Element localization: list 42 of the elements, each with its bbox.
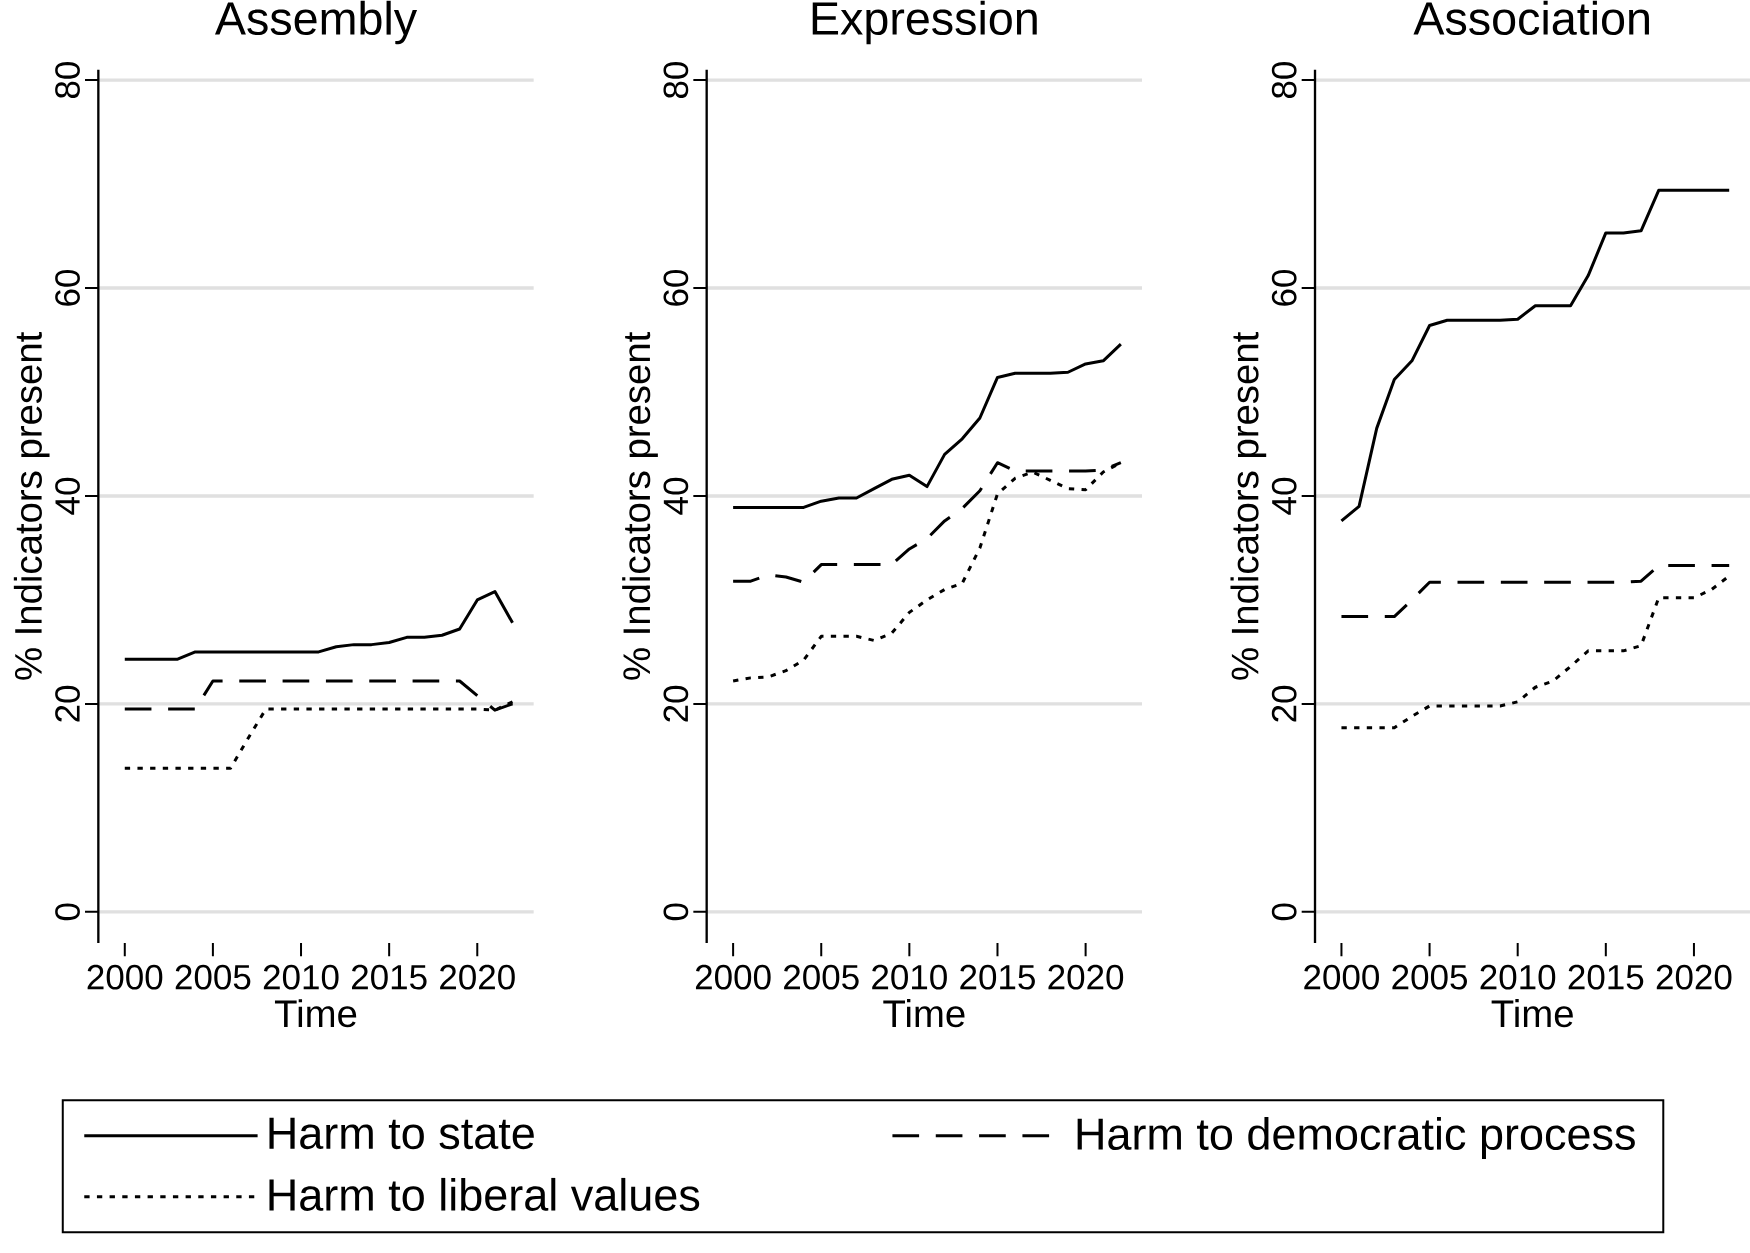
y-tick-label: 0 — [55, 903, 80, 921]
x-tick-label: 2015 — [960, 964, 1035, 990]
legend-label: Harm to state — [269, 1117, 534, 1150]
x-tick-label: 2010 — [872, 964, 947, 990]
x-tick-label: 2015 — [352, 964, 427, 990]
y-tick-label: 0 — [1271, 903, 1297, 921]
y-tick-label: 60 — [55, 269, 80, 306]
y-tick-label: 80 — [663, 62, 689, 99]
x-tick-label: 2015 — [1568, 964, 1644, 990]
y-tick-label: 80 — [55, 62, 80, 99]
x-tick-label: 2005 — [784, 964, 859, 990]
x-tick-label: 2000 — [87, 964, 163, 990]
x-tick-label: 2005 — [1392, 964, 1467, 990]
y-tick-label: 80 — [1271, 62, 1297, 99]
x-tick-label: 2005 — [175, 964, 251, 990]
y-tick-label: 0 — [663, 903, 689, 921]
y-tick-label: 20 — [663, 685, 689, 722]
x-tick-label: 2010 — [263, 964, 339, 990]
x-tick-label: 2020 — [1656, 964, 1732, 990]
chart-title: Expression — [812, 0, 1037, 45]
legend-label: Harm to liberal values — [269, 1177, 700, 1211]
x-tick-label: 2020 — [1048, 964, 1124, 990]
y-axis-title: % Indicators present — [622, 332, 658, 680]
y-tick-label: 20 — [1271, 685, 1297, 722]
chart-title: Association — [1413, 0, 1649, 36]
y-tick-label: 60 — [1271, 269, 1297, 306]
legend-label: Harm to democratic process — [1077, 1116, 1635, 1159]
y-tick-label: 40 — [55, 477, 80, 515]
x-tick-label: 2000 — [695, 964, 771, 990]
y-tick-label: 40 — [663, 477, 689, 515]
y-axis-title: % Indicators present — [1230, 332, 1267, 680]
chart-title: Assembly — [214, 0, 418, 45]
y-tick-label: 40 — [1271, 477, 1297, 515]
x-axis-title: Time — [274, 999, 357, 1028]
y-tick-label: 60 — [663, 269, 689, 306]
y-tick-label: 20 — [55, 685, 80, 722]
x-tick-label: 2000 — [1304, 964, 1379, 990]
x-tick-label: 2010 — [1480, 964, 1556, 990]
x-axis-title: Time — [883, 999, 965, 1028]
x-axis-title: Time — [1491, 999, 1573, 1028]
y-axis-title: % Indicators present — [13, 332, 50, 680]
x-tick-label: 2020 — [440, 964, 515, 990]
